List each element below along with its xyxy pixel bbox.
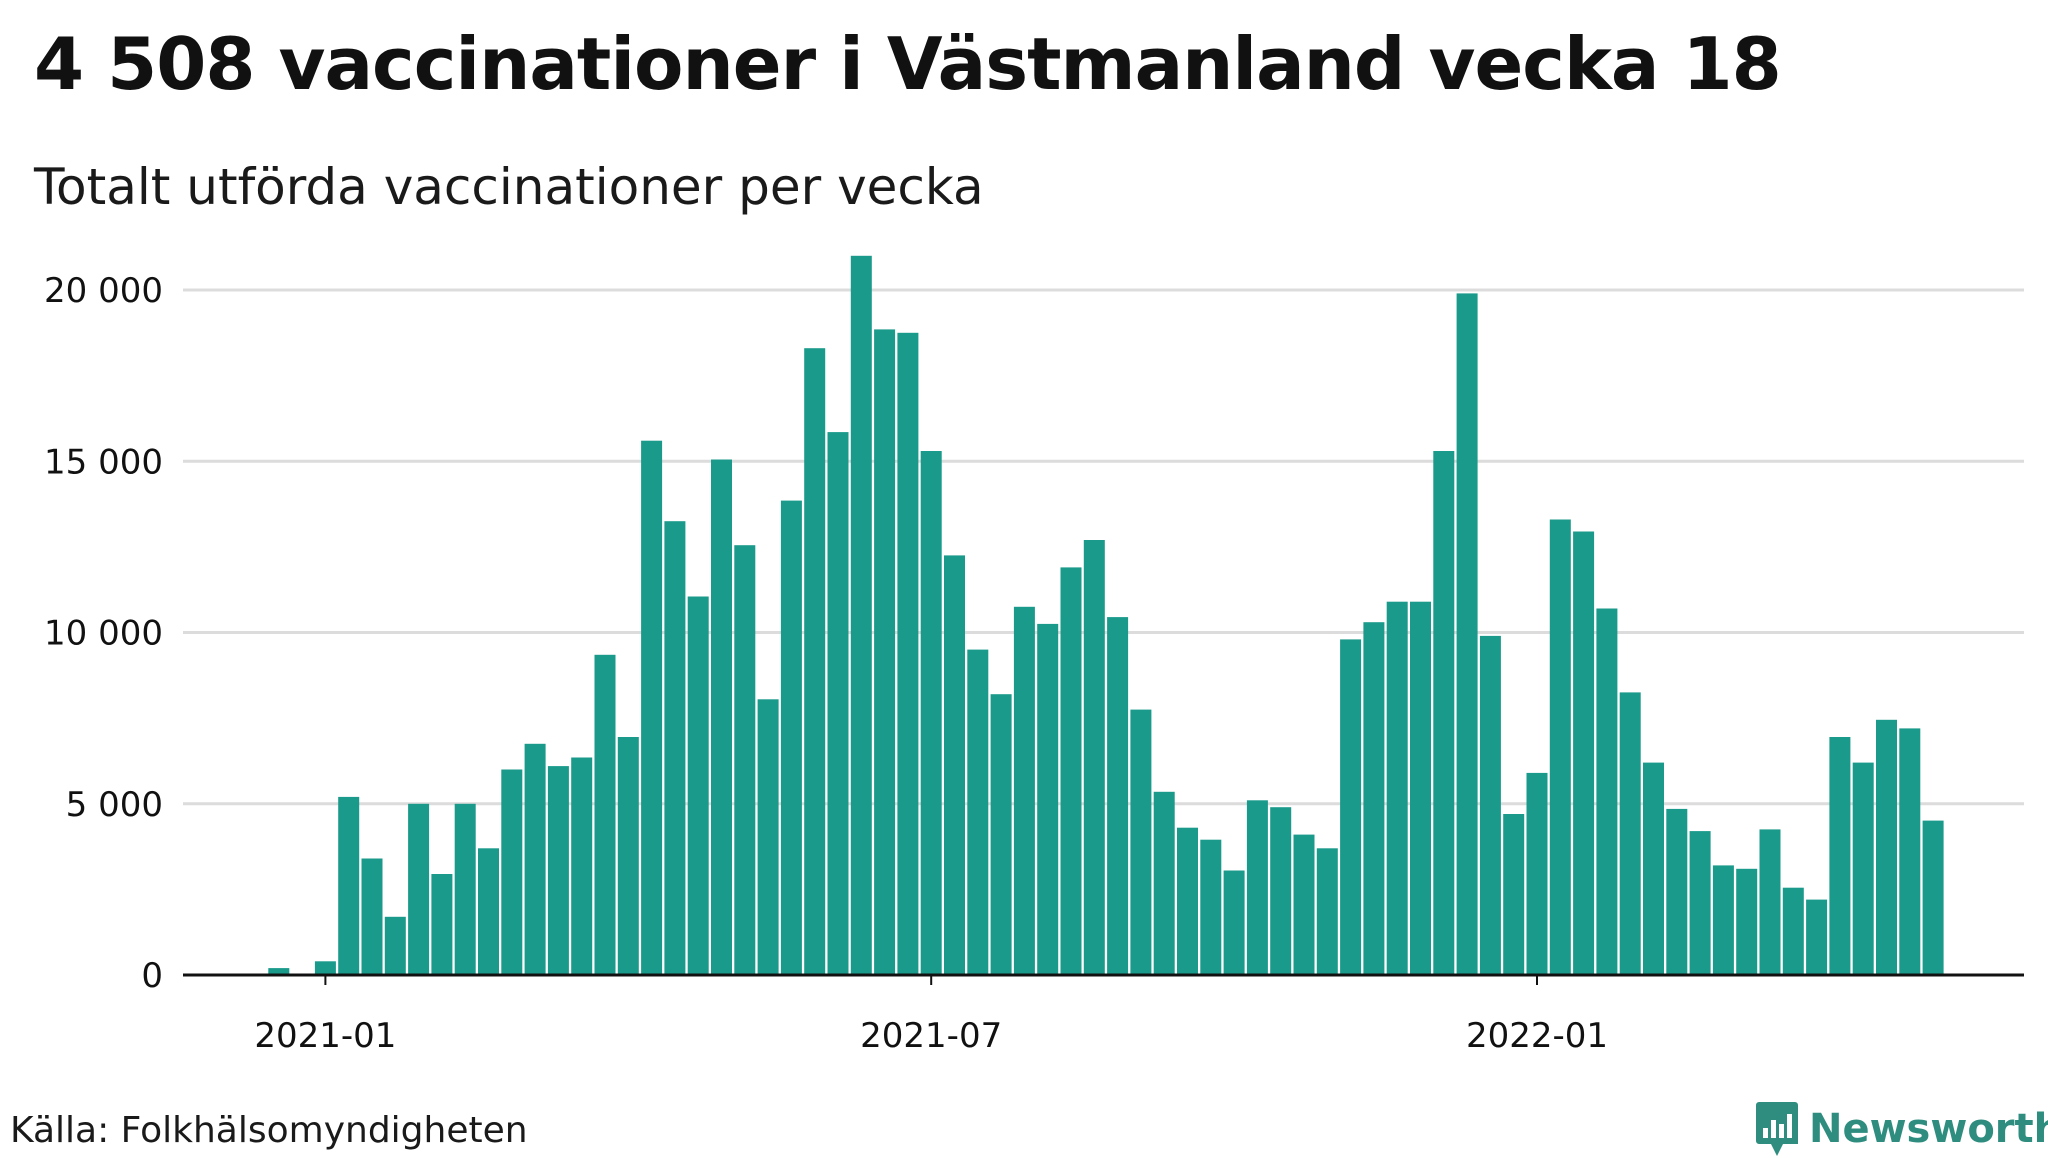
bar <box>361 858 383 975</box>
bar <box>1107 617 1129 975</box>
bar <box>1177 827 1198 975</box>
bar <box>687 596 709 975</box>
bar-chart-speech-bubble-icon <box>1756 1102 1798 1156</box>
bar <box>641 440 663 975</box>
bar <box>1736 868 1758 975</box>
bar <box>827 432 849 976</box>
bar <box>571 757 593 975</box>
brand-name: Newsworthy <box>1809 1106 2048 1152</box>
bar <box>1689 831 1711 975</box>
y-tick-label: 0 <box>141 956 163 996</box>
bars <box>268 255 1944 976</box>
brand-logo[interactable]: Newsworthy <box>1755 1100 2048 1158</box>
bar <box>431 874 453 975</box>
x-tick-label: 2021-01 <box>254 1016 396 1056</box>
bar <box>804 348 826 975</box>
bar <box>338 796 360 975</box>
bar <box>1759 829 1781 975</box>
y-tick-label: 20 000 <box>44 271 163 311</box>
bar <box>1316 848 1338 975</box>
bar <box>1083 540 1105 975</box>
x-tick-label: 2022-01 <box>1466 1016 1608 1056</box>
bar <box>1340 639 1362 975</box>
bar <box>501 769 523 975</box>
bar <box>1456 293 1478 975</box>
bar <box>1433 451 1455 975</box>
bar <box>664 521 686 975</box>
bar <box>711 459 732 975</box>
bar <box>594 654 616 975</box>
bar <box>314 961 336 975</box>
bar <box>850 255 872 976</box>
bar <box>1666 808 1688 975</box>
bar <box>1386 601 1408 975</box>
x-tick-label: 2021-07 <box>860 1016 1002 1056</box>
bar <box>1899 728 1921 975</box>
bar <box>1806 899 1828 975</box>
bar <box>617 737 639 975</box>
bar <box>1013 606 1035 975</box>
bar <box>268 968 290 975</box>
bar <box>1037 623 1059 975</box>
bar <box>1619 692 1641 975</box>
bar <box>1200 839 1222 975</box>
bar <box>1130 709 1152 975</box>
y-axis-labels: 0 5 000 10 000 15 000 20 000 <box>44 271 163 996</box>
chart-subtitle: Totalt utförda vaccinationer per vecka <box>34 158 984 216</box>
bar <box>1643 762 1664 975</box>
bar <box>1246 800 1268 975</box>
bar <box>1549 519 1571 975</box>
bar <box>1293 834 1315 975</box>
bar <box>1363 622 1385 975</box>
bar <box>1852 762 1874 975</box>
bar <box>384 916 406 975</box>
bar <box>1876 719 1897 975</box>
bar <box>1410 601 1431 975</box>
bar <box>1782 887 1804 975</box>
bar <box>920 451 942 975</box>
bar <box>454 803 476 976</box>
bar <box>944 555 965 975</box>
bar <box>780 500 802 975</box>
bar <box>1526 772 1548 975</box>
bar <box>990 694 1012 975</box>
x-axis-labels: 2021-01 2021-07 2022-01 <box>254 975 1608 1056</box>
y-tick-label: 10 000 <box>44 614 163 654</box>
bar <box>1503 814 1525 975</box>
bar <box>1922 820 1944 975</box>
chart-title: 4 508 vaccinationer i Västmanland vecka … <box>34 22 1782 106</box>
bar <box>874 329 896 975</box>
bar <box>897 332 919 975</box>
y-tick-label: 15 000 <box>44 442 163 482</box>
bar <box>1712 865 1734 975</box>
bar <box>1060 567 1082 975</box>
bar <box>757 699 779 975</box>
bar <box>1573 531 1595 975</box>
bar <box>408 803 430 976</box>
bar <box>524 743 546 975</box>
bar <box>734 545 756 975</box>
bar <box>1596 608 1618 975</box>
bar <box>967 649 989 975</box>
y-tick-label: 5 000 <box>66 785 163 825</box>
bar <box>1829 737 1851 975</box>
bar <box>1223 870 1245 975</box>
bar <box>547 766 569 975</box>
bar <box>1270 807 1292 975</box>
bar <box>1153 791 1175 975</box>
bar <box>1479 635 1501 975</box>
source-note: Källa: Folkhälsomyndigheten <box>10 1110 528 1151</box>
bar <box>478 848 499 975</box>
